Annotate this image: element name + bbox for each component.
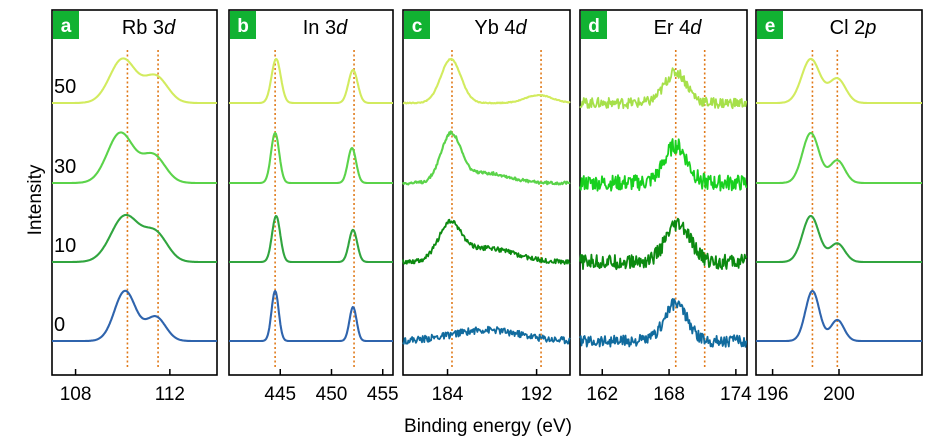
- x-axis-label: Binding energy (eV): [404, 416, 572, 437]
- panel-d: d Er 4d 162 168 174: [579, 9, 752, 405]
- spectrum-line-10: [402, 218, 571, 265]
- x-tick-label: 162: [586, 384, 618, 405]
- x-tick-label: 455: [367, 384, 399, 405]
- panel-b: b In 3d 445 450 455: [228, 9, 399, 405]
- panel-badge: [230, 11, 256, 39]
- panel-e: e Cl 2p 196 200: [755, 9, 923, 405]
- x-tick-label: 450: [316, 384, 348, 405]
- spectrum-line-10: [579, 217, 748, 271]
- spectrum-line-0: [579, 298, 748, 348]
- panel-frame: [51, 9, 218, 376]
- panel-title: Er 4d: [654, 17, 703, 39]
- spectrum-line-0: [402, 325, 571, 345]
- spectrum-line-30: [402, 130, 571, 186]
- panel-badge: [581, 11, 607, 39]
- spectrum-line-10: [228, 214, 394, 264]
- spectrum-line-50: [579, 67, 748, 110]
- panel-letter: c: [412, 16, 423, 37]
- x-tick-label: 192: [521, 384, 553, 405]
- spectrum-line-10: [51, 213, 218, 264]
- spectrum-line-10: [755, 214, 923, 264]
- panel-frame: [402, 9, 571, 376]
- offset-label-10: 10: [54, 235, 76, 257]
- panel-badge: [757, 11, 783, 39]
- panel-letter: b: [237, 16, 249, 37]
- panel-title: In 3d: [303, 17, 348, 39]
- panel-frame: [228, 9, 394, 376]
- x-tick-label: 196: [757, 384, 789, 405]
- x-tick-label: 445: [264, 384, 296, 405]
- spectrum-line-0: [228, 289, 394, 343]
- y-axis-label: Intensity: [25, 164, 46, 235]
- x-tick-label: 108: [60, 384, 92, 405]
- x-tick-label: 200: [823, 384, 855, 405]
- x-tick-label: 112: [155, 384, 185, 405]
- panel-badge: [53, 11, 79, 39]
- spectrum-line-50: [51, 57, 218, 105]
- panel-title: Cl 2p: [830, 17, 877, 39]
- spectrum-line-30: [755, 131, 923, 185]
- spectrum-line-50: [228, 57, 394, 105]
- spectrum-line-30: [228, 131, 394, 185]
- spectrum-line-30: [51, 131, 218, 185]
- panel-letter: e: [765, 16, 776, 37]
- panel-a: a Rb 3d 108 112: [51, 9, 218, 405]
- panel-badge: [404, 11, 430, 39]
- panel-c: c Yb 4d 184 192: [402, 9, 571, 405]
- panel-frame: [579, 9, 748, 376]
- panel-title: Rb 3d: [122, 17, 176, 39]
- x-tick-label: 174: [720, 384, 752, 405]
- offset-label-50: 50: [54, 76, 76, 98]
- spectrum-line-30: [579, 138, 748, 192]
- spectrum-line-0: [51, 289, 218, 343]
- x-tick-label: 184: [432, 384, 464, 405]
- panel-title: Yb 4d: [474, 17, 527, 39]
- spectrum-line-50: [755, 57, 923, 105]
- spectrum-line-0: [755, 289, 923, 343]
- panel-letter: a: [61, 16, 72, 37]
- offset-label-30: 30: [54, 156, 76, 178]
- panel-letter: d: [588, 16, 600, 37]
- spectrum-line-50: [402, 57, 571, 105]
- x-tick-label: 168: [653, 384, 685, 405]
- offset-label-0: 0: [54, 314, 65, 336]
